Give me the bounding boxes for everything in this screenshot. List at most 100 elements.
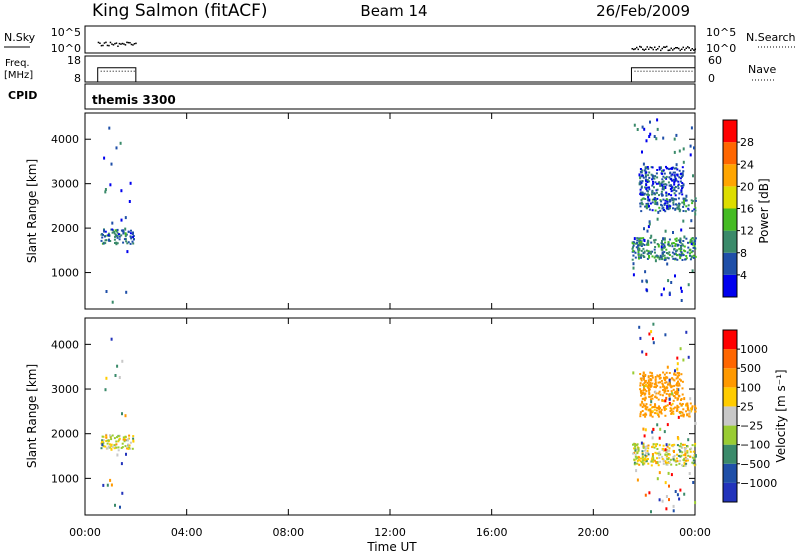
power-cell	[124, 232, 127, 235]
power-cell	[665, 165, 667, 168]
power-cell	[671, 255, 674, 258]
power-cell	[666, 200, 669, 203]
power-cell	[658, 194, 660, 197]
velocity-scatter-cell	[682, 358, 685, 362]
power-scatter-cell	[683, 235, 686, 239]
velocity-cell	[678, 374, 681, 377]
velocity-cell	[654, 403, 656, 406]
velocity-cell	[665, 461, 667, 464]
velocity-cell	[128, 434, 131, 437]
velocity-cell	[678, 384, 681, 387]
velocity-cell	[643, 413, 646, 416]
velocity-cell	[678, 411, 681, 414]
freq-tick-bottom: 8	[74, 72, 81, 85]
velocity-scatter-cell	[676, 406, 679, 410]
power-cell	[645, 193, 648, 196]
velocity-scatter-cell	[650, 510, 652, 514]
velocity-scatter-cell	[672, 509, 675, 513]
power-cell	[655, 191, 658, 194]
power-cell	[662, 175, 665, 178]
velocity-cell	[132, 440, 135, 443]
power-cell	[673, 198, 676, 201]
velocity-cell	[106, 442, 109, 445]
velocity-cell	[648, 388, 651, 391]
power-scale-swatch-1	[723, 252, 737, 275]
power-cell	[651, 209, 654, 212]
power-cell	[666, 252, 668, 254]
velocity-cell	[653, 408, 656, 411]
velocity-cell	[109, 434, 111, 437]
power-cell	[658, 256, 661, 259]
power-cell	[656, 169, 659, 171]
velocity-scatter-cell	[668, 498, 670, 502]
velocity-cell	[689, 450, 692, 453]
power-cell	[669, 205, 672, 208]
velocity-cell	[653, 446, 656, 449]
power-cell	[654, 251, 656, 254]
nsky-strip-frame	[84, 25, 696, 54]
power-cell	[660, 190, 663, 193]
velocity-cell	[665, 381, 668, 384]
nave-point	[103, 70, 105, 72]
velocity-cell	[681, 393, 684, 396]
velocity-ytick-label-0: 1000	[51, 472, 79, 485]
velocity-scatter-cell	[114, 374, 117, 377]
nave-point	[673, 70, 675, 72]
velocity-cell	[674, 406, 677, 409]
power-cell	[662, 169, 665, 172]
velocity-cell	[132, 439, 135, 442]
power-scale-label: Power [dB]	[757, 178, 771, 243]
velocity-cell	[668, 380, 671, 383]
velocity-cell	[650, 464, 653, 467]
power-scatter-cell	[661, 251, 664, 255]
power-cell	[677, 239, 680, 242]
power-cell	[667, 243, 670, 246]
nsky-point	[633, 48, 635, 51]
power-colorbar: 4 8 12 16 20 24 28	[722, 119, 754, 298]
velocity-cell	[669, 393, 672, 396]
velocity-cell	[661, 455, 664, 458]
power-scatter-cell	[660, 245, 663, 249]
velocity-cell	[132, 437, 135, 440]
power-scatter-cell	[633, 237, 636, 241]
nsky-point	[688, 47, 690, 49]
power-cell	[674, 257, 677, 260]
power-scatter-cell	[643, 227, 645, 231]
nsky-point	[678, 47, 680, 50]
power-scatter-cell	[690, 219, 693, 223]
power-cell	[648, 205, 650, 208]
power-cell	[111, 228, 114, 231]
power-scatter-cell	[108, 126, 111, 130]
power-cell	[646, 189, 649, 192]
power-cell	[132, 242, 135, 245]
power-cell	[634, 251, 637, 254]
power-cell	[651, 174, 654, 177]
velocity-cell	[657, 452, 660, 455]
power-cell	[681, 252, 684, 255]
power-cell	[672, 242, 675, 244]
power-cell	[682, 205, 685, 208]
velocity-cell	[642, 462, 645, 465]
power-cell	[679, 250, 682, 252]
power-ytick-label-2: 3000	[51, 178, 79, 191]
power-cell	[103, 235, 106, 238]
velocity-cell	[672, 410, 675, 413]
nsky-point	[111, 43, 113, 45]
velocity-cell	[632, 452, 635, 455]
power-cell	[665, 191, 668, 194]
velocity-cell	[128, 444, 131, 447]
power-cell	[642, 237, 645, 240]
velocity-cell	[636, 448, 639, 451]
power-scatter-cell	[656, 127, 659, 131]
velocity-cell	[658, 457, 661, 459]
velocity-cell	[686, 445, 689, 448]
power-cell	[100, 239, 103, 242]
power-cell	[687, 246, 690, 249]
power-cell	[654, 246, 657, 248]
power-scatter-cell	[685, 194, 688, 198]
velocity-cell	[656, 457, 658, 460]
velocity-cell	[676, 371, 679, 374]
nsky-point	[123, 43, 125, 45]
power-scale-tick-label-2: 12	[740, 225, 754, 238]
velocity-cell	[637, 447, 640, 450]
